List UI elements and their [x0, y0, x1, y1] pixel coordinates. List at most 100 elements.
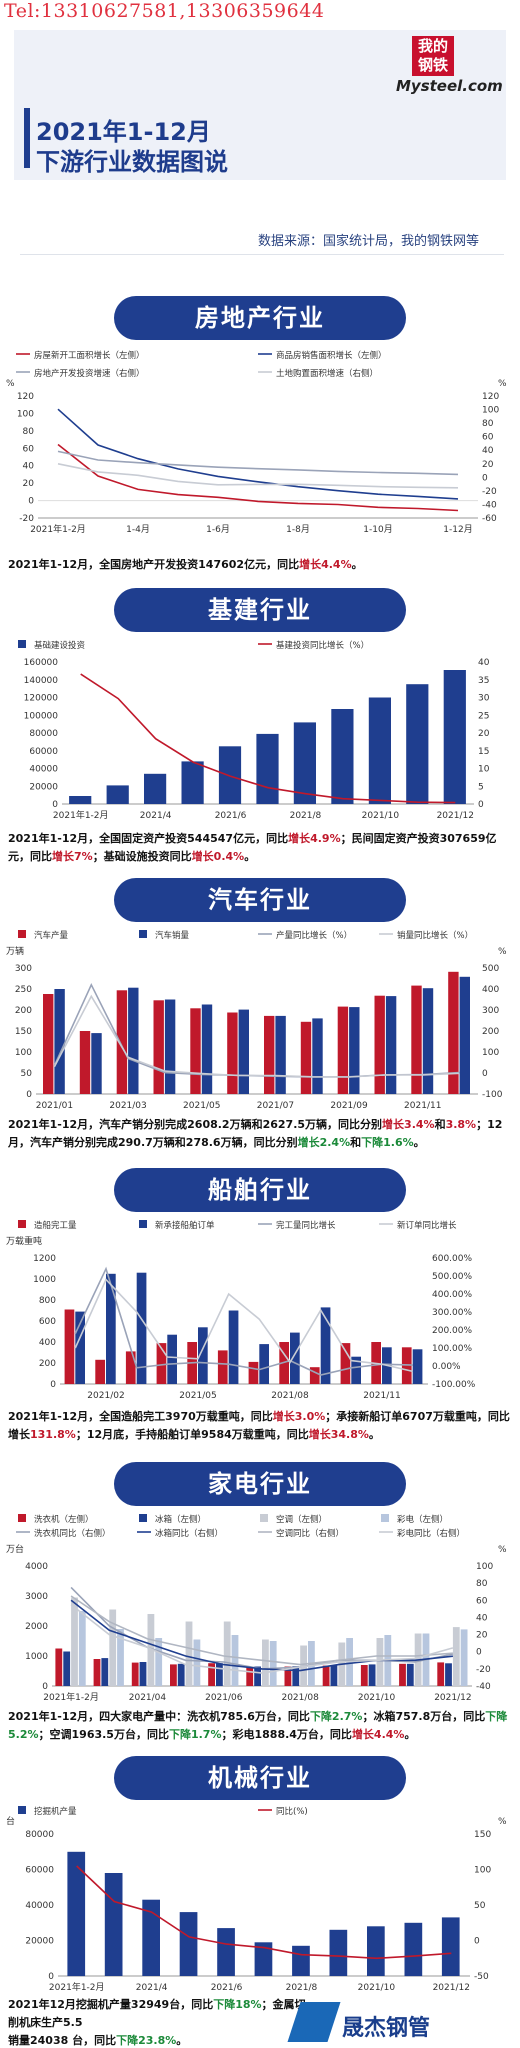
bar-machine: [367, 1926, 385, 1976]
legend-swatch: [18, 1220, 26, 1228]
y-right-tick: 0.00%: [432, 1362, 461, 1372]
y-left-tick: 160000: [24, 658, 59, 668]
legend-label: 彩电同比（右侧）: [397, 1528, 465, 1539]
y-left-tick: 1000: [25, 1652, 48, 1662]
bar-appliance: [406, 1663, 414, 1686]
bar-appliance: [117, 1629, 124, 1686]
bar-auto: [128, 987, 139, 1094]
y-right-tick: 200: [482, 1027, 499, 1037]
legend-label: 洗衣机同比（右侧）: [34, 1528, 111, 1539]
y-left-tick: 150: [15, 1027, 32, 1037]
bar-machine: [67, 1851, 86, 1977]
bar-machine: [292, 1945, 310, 1976]
y-right-tick: 20: [482, 460, 494, 470]
bar-appliance: [139, 1662, 147, 1686]
x-tick-label: 2021/8: [290, 811, 322, 821]
bar-appliance: [55, 1648, 63, 1686]
y-right-tick: 30: [478, 694, 490, 704]
bar-machine: [404, 1922, 423, 1977]
legend-swatch: [18, 1806, 26, 1814]
x-tick-label: 1-10月: [363, 524, 392, 535]
y-right-unit: %: [498, 379, 507, 389]
bar-auto: [43, 994, 54, 1094]
legend-label: 冰箱同比（右侧）: [155, 1528, 223, 1539]
legend-label: 洗衣机（左侧）: [34, 1514, 94, 1525]
x-tick-label: 2021/11: [363, 1391, 400, 1401]
bar-auto: [227, 1012, 238, 1094]
legend-label: 空调同比（右侧）: [276, 1528, 344, 1539]
bar-infra: [218, 746, 242, 804]
x-tick-label: 2021/05: [183, 1101, 220, 1111]
bar-ship: [228, 1310, 239, 1384]
section-title-machine: 机械行业: [114, 1756, 406, 1800]
page-title-line-1: 2021年1-12月: [36, 118, 211, 146]
y-left-tick: 200: [15, 1006, 32, 1016]
x-tick-label: 2021/6: [211, 1983, 243, 1993]
bar-auto: [201, 1004, 213, 1094]
y-right-tick: 100.00%: [432, 1344, 472, 1354]
y-left-tick: 600: [39, 1317, 56, 1327]
x-tick-label: 2021/02: [87, 1391, 124, 1401]
y-right-unit: %: [498, 947, 507, 957]
y-right-tick: 25: [478, 711, 489, 721]
x-tick-label: 1-8月: [286, 524, 310, 535]
y-left-tick: 20: [23, 479, 35, 489]
y-right-tick: -40: [482, 500, 497, 510]
bar-infra: [144, 773, 167, 804]
bar-appliance: [147, 1614, 155, 1686]
bar-ship: [156, 1343, 167, 1384]
auto-chart: 汽车产量 汽车销量 产量同比增长（%） 销量同比增长（%） 万辆 % 0 50 100 150 20…: [6, 930, 507, 1111]
bar-appliance: [78, 1611, 86, 1686]
x-tick-label: 2021/08: [271, 1391, 309, 1401]
y-right-tick: 10: [478, 765, 490, 775]
y-right-tick: 400.00%: [432, 1290, 472, 1300]
legend-label: 汽车产量: [34, 930, 69, 941]
bar-appliance: [368, 1664, 376, 1686]
data-source: 数据来源：国家统计局，我的钢铁网等: [258, 234, 480, 249]
legend-swatch: [260, 1514, 268, 1522]
bar-ship: [290, 1332, 300, 1384]
bar-appliance: [131, 1662, 139, 1686]
y-left-tick: 20000: [25, 1937, 54, 1947]
bar-ship: [259, 1344, 269, 1384]
legend-label: 新订单同比增长: [397, 1220, 457, 1231]
bar-appliance: [170, 1664, 177, 1686]
bar-auto: [422, 988, 434, 1094]
legend-swatch: [381, 1514, 389, 1522]
y-left-tick: 0: [42, 1682, 48, 1692]
x-tick-label: 2021/12: [437, 811, 474, 821]
y-right-tick: 60: [482, 433, 494, 443]
watermark-text: 晟杰钢管: [342, 2016, 431, 2041]
y-left-tick: 50: [21, 1069, 33, 1079]
series-line-infra: [80, 673, 456, 804]
y-left-tick: 20000: [29, 782, 58, 792]
y-right-tick: 35: [478, 676, 489, 686]
bar-ship: [95, 1359, 105, 1384]
bar-machine: [217, 1928, 235, 1976]
legend-label: 房地产开发投资增速（右侧）: [34, 368, 145, 379]
legend-swatch: [139, 930, 147, 938]
x-tick-label: 2021/10: [358, 1983, 396, 1993]
bar-appliance: [322, 1665, 330, 1686]
bar-appliance: [460, 1629, 468, 1686]
y-right-tick: 100: [482, 1048, 499, 1058]
bar-appliance: [452, 1627, 460, 1686]
y-right-tick: 80: [476, 1579, 488, 1589]
y-left-tick: 40000: [25, 1901, 54, 1911]
bar-appliance: [269, 1641, 277, 1686]
summary-ship: 2021年1-12月，全国造船完工3970万载重吨，同比增长3.0%；承接新船订…: [8, 1410, 510, 1441]
infra-chart: 基础建设投资 基建投资同比增长（%） 0 20000 40000 60000 80000 10…: [18, 640, 490, 821]
series-line-machine: [76, 1865, 452, 1960]
bar-appliance: [71, 1597, 78, 1686]
x-tick-label: 2021/12: [434, 1693, 471, 1703]
y-right-tick: 600.00%: [432, 1254, 472, 1264]
bar-appliance: [284, 1666, 292, 1686]
phone-number: Tel:13310627581,13306359644: [4, 0, 325, 22]
bar-auto: [448, 971, 459, 1094]
bar-infra: [443, 670, 466, 804]
series-line-ship: [74, 1266, 413, 1376]
bar-auto: [164, 999, 176, 1094]
x-tick-label: 2021/11: [404, 1101, 441, 1111]
mysteel-logo: 我的 钢铁: [412, 36, 454, 76]
y-right-tick: 120: [482, 392, 499, 402]
